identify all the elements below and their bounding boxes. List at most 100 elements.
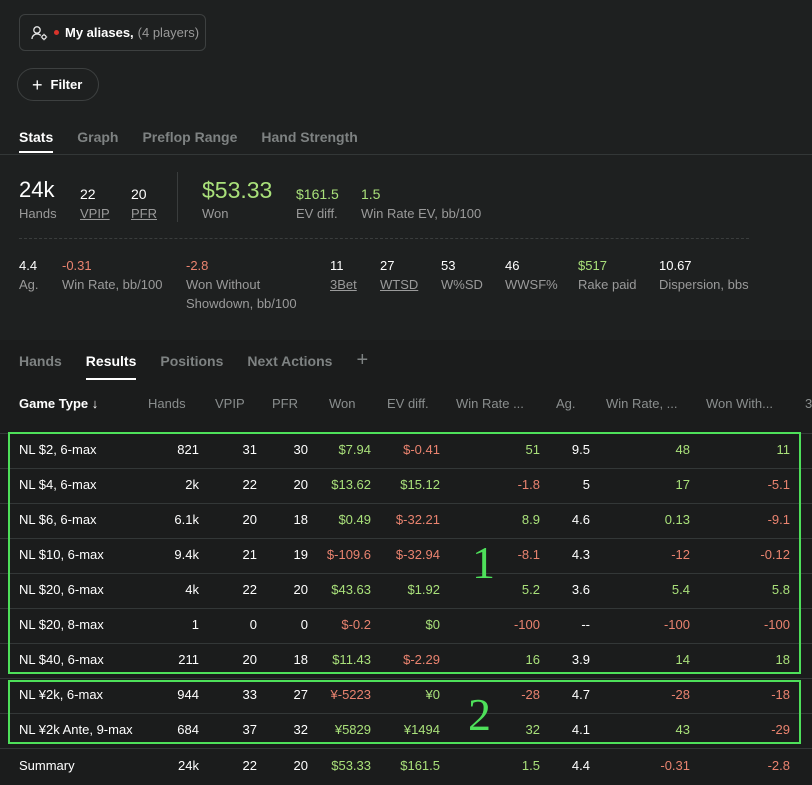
- stats-dashed-divider: [19, 238, 749, 239]
- row-win-rate-ev-cell: 51: [525, 442, 540, 457]
- header-win-rate[interactable]: Win Rate, ...: [606, 396, 678, 411]
- wsd-value: 53: [441, 258, 456, 273]
- tab-hand-strength[interactable]: Hand Strength: [261, 129, 358, 145]
- header-won[interactable]: Won: [329, 396, 356, 411]
- header-ev-diff[interactable]: EV diff.: [387, 396, 429, 411]
- filter-button[interactable]: + Filter: [17, 68, 99, 101]
- header-game-type[interactable]: Game Type ↓: [19, 396, 99, 411]
- row-win-rate-ev-cell: 32: [525, 722, 540, 737]
- row-game-type-cell[interactable]: NL $20, 6-max: [19, 582, 104, 597]
- tab-positions[interactable]: Positions: [160, 353, 224, 369]
- row-divider: [0, 573, 812, 574]
- row-win-rate-ev-cell: 16: [525, 652, 540, 667]
- header-vpip[interactable]: VPIP: [215, 396, 245, 411]
- tab-graph[interactable]: Graph: [77, 129, 119, 145]
- vpip-label[interactable]: VPIP: [80, 206, 110, 221]
- rake-value: $517: [578, 258, 607, 273]
- aliases-selector[interactable]: My aliases, (4 players): [19, 14, 206, 51]
- row-won-cell: $-0.2: [341, 617, 371, 632]
- rake-label: Rake paid: [578, 277, 637, 292]
- row-ag-cell: 3.9: [571, 652, 590, 667]
- row-ev-diff-cell: ¥0: [425, 687, 440, 702]
- row-vpip-cell: 37: [242, 722, 257, 737]
- row-ev-diff-cell: $-0.41: [403, 442, 440, 457]
- row-pfr-cell: 19: [293, 547, 308, 562]
- won-value: $53.33: [202, 177, 273, 203]
- vpip-value: 22: [80, 186, 96, 202]
- row-won-cell: $-109.6: [326, 547, 371, 562]
- row-hands-cell: 1: [191, 617, 199, 632]
- row-ag-cell: --: [581, 617, 590, 632]
- add-tab-icon[interactable]: +: [356, 349, 369, 371]
- three-bet-label[interactable]: 3Bet: [330, 277, 357, 292]
- row-win-rate-ev-cell: -100: [513, 617, 540, 632]
- pfr-label[interactable]: PFR: [131, 206, 157, 221]
- row-won-cell: ¥5829: [334, 722, 371, 737]
- row-ag-cell: 4.1: [571, 722, 590, 737]
- ev-diff-label: EV diff.: [296, 206, 338, 221]
- row-vpip-cell: 22: [242, 582, 257, 597]
- row-ag-cell: 4.3: [571, 547, 590, 562]
- win-rate-ev-label: Win Rate EV, bb/100: [361, 206, 482, 221]
- summary-hands-cell: 24k: [178, 758, 199, 773]
- row-game-type-cell[interactable]: NL ¥2k Ante, 9-max: [19, 722, 133, 737]
- row-game-type-cell[interactable]: NL $4, 6-max: [19, 477, 97, 492]
- row-hands-cell: 944: [177, 687, 199, 702]
- row-won-cell: $43.63: [331, 582, 371, 597]
- row-game-type-cell[interactable]: NL ¥2k, 6-max: [19, 687, 104, 702]
- header-hands[interactable]: Hands: [148, 396, 186, 411]
- tab-results[interactable]: Results: [85, 353, 136, 380]
- wsd-label: W%SD: [441, 277, 483, 292]
- wwsf-value: 46: [505, 258, 520, 273]
- tab-next-actions[interactable]: Next Actions: [247, 353, 333, 369]
- header-pfr[interactable]: PFR: [272, 396, 298, 411]
- aliases-label: My aliases,: [65, 25, 134, 40]
- row-vpip-cell: 33: [242, 687, 257, 702]
- row-ev-diff-cell: $-32.21: [395, 512, 440, 527]
- row-pfr-cell: 0: [300, 617, 308, 632]
- row-vpip-cell: 20: [242, 652, 257, 667]
- row-game-type-cell[interactable]: NL $10, 6-max: [19, 547, 104, 562]
- user-settings-icon: [31, 25, 49, 41]
- row-win-rate-ev-cell: -8.1: [517, 547, 540, 562]
- row-won-without-cell: 5.8: [771, 582, 790, 597]
- summary-win-rate-ev-cell: 1.5: [521, 758, 540, 773]
- win-rate-value: -0.31: [62, 258, 92, 273]
- row-win-rate-cell: -100: [663, 617, 690, 632]
- ev-diff-value: $161.5: [296, 186, 339, 202]
- header-ag[interactable]: Ag.: [556, 396, 576, 411]
- header-3bet-cut[interactable]: 3: [805, 396, 812, 411]
- tab-stats[interactable]: Stats: [19, 129, 54, 153]
- row-win-rate-cell: 5.4: [671, 582, 690, 597]
- annotation-label-1: 1: [472, 537, 495, 588]
- wtsd-label[interactable]: WTSD: [380, 277, 419, 292]
- summary-pfr-cell: 20: [293, 758, 308, 773]
- tab-preflop-range[interactable]: Preflop Range: [142, 129, 238, 145]
- row-won-without-cell: -100: [763, 617, 790, 632]
- row-hands-cell: 2k: [185, 477, 199, 492]
- row-game-type-cell[interactable]: NL $6, 6-max: [19, 512, 97, 527]
- hands-label: Hands: [19, 206, 57, 221]
- row-game-type-cell[interactable]: NL $2, 6-max: [19, 442, 97, 457]
- header-win-rate-ev[interactable]: Win Rate ...: [456, 396, 524, 411]
- row-game-type-cell[interactable]: NL $20, 8-max: [19, 617, 104, 632]
- results-panel: [0, 340, 812, 785]
- row-vpip-cell: 22: [242, 477, 257, 492]
- row-pfr-cell: 20: [293, 582, 308, 597]
- row-game-type-cell[interactable]: NL $40, 6-max: [19, 652, 104, 667]
- row-divider: [0, 713, 812, 714]
- summary-win-rate-cell: -0.31: [660, 758, 690, 773]
- row-won-cell: $7.94: [338, 442, 371, 457]
- row-won-without-cell: -9.1: [767, 512, 790, 527]
- header-won-without[interactable]: Won With...: [706, 396, 773, 411]
- summary-game-type-cell[interactable]: Summary: [19, 758, 75, 773]
- row-pfr-cell: 20: [293, 477, 308, 492]
- tab-hands[interactable]: Hands: [19, 353, 62, 369]
- row-divider: [0, 608, 812, 609]
- wwsd-label-2: Showdown, bb/100: [186, 296, 297, 311]
- row-ag-cell: 9.5: [571, 442, 590, 457]
- won-label: Won: [202, 206, 229, 221]
- row-ag-cell: 5: [582, 477, 590, 492]
- row-ev-diff-cell: $1.92: [407, 582, 440, 597]
- stats-separator: [177, 172, 178, 222]
